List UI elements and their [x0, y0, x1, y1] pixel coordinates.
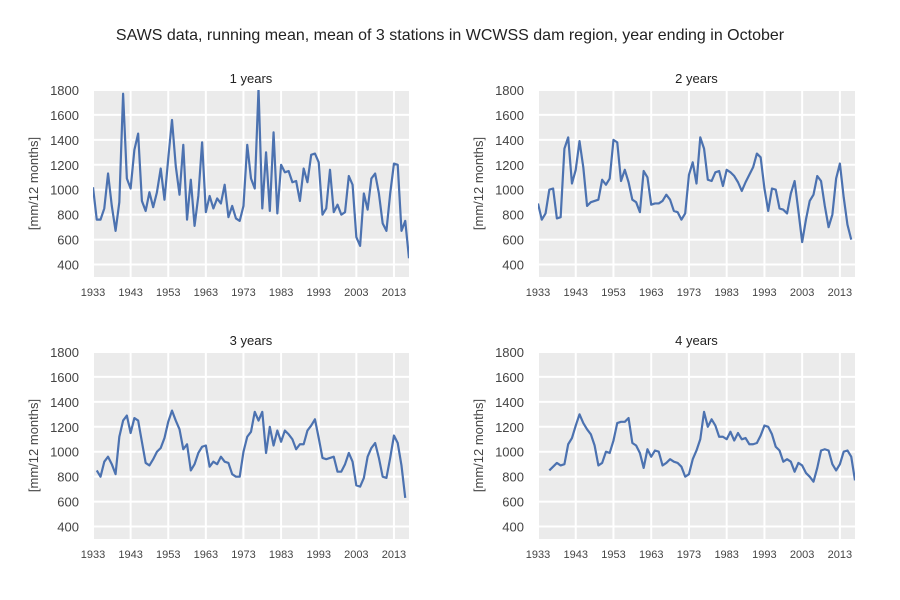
y-tick-label: 1000 — [495, 445, 524, 460]
series-line — [95, 409, 407, 498]
y-tick-label: 1400 — [50, 133, 79, 148]
x-tick-label: 1953 — [601, 287, 625, 299]
y-tick-label: 1400 — [495, 133, 524, 148]
subplot-2: 1933 1943 1953 1963 1973 1983 1993 2003 2013 400 6… — [471, 71, 855, 299]
x-tick-label: 1973 — [231, 287, 255, 299]
y-tick-label: 1400 — [50, 395, 79, 410]
x-tick-label: 2003 — [344, 549, 368, 561]
x-tick-label: 1983 — [269, 287, 293, 299]
y-tick-label: 1400 — [495, 395, 524, 410]
x-tick-label: 1963 — [194, 287, 218, 299]
y-tick-label: 1600 — [50, 108, 79, 123]
x-tick-label: 1933 — [526, 549, 550, 561]
x-tick-label: 1943 — [118, 549, 142, 561]
x-tick-label: 1953 — [156, 287, 180, 299]
x-tick-label: 2003 — [344, 287, 368, 299]
y-tick-label: 1000 — [50, 445, 79, 460]
y-tick-label: 600 — [57, 233, 79, 248]
y-tick-label: 1800 — [495, 345, 524, 360]
y-tick-label: 1000 — [495, 183, 524, 198]
x-tick-label: 2013 — [382, 549, 406, 561]
subplot-title: 3 years — [230, 333, 273, 348]
plot-area — [538, 352, 855, 539]
subplot-title: 1 years — [230, 71, 273, 86]
x-tick-label: 1963 — [194, 549, 218, 561]
y-tick-label: 400 — [57, 258, 79, 273]
x-tick-label: 1983 — [714, 287, 738, 299]
x-tick-label: 2003 — [790, 549, 814, 561]
y-tick-label: 1800 — [495, 83, 524, 98]
y-tick-label: 800 — [57, 208, 79, 223]
x-tick-label: 1973 — [677, 287, 701, 299]
y-axis-label: [mm/12 months] — [471, 399, 486, 492]
x-tick-label: 1973 — [677, 549, 701, 561]
x-tick-label: 1993 — [306, 287, 330, 299]
x-tick-label: 2013 — [828, 549, 852, 561]
series-line — [93, 90, 409, 259]
y-tick-label: 1000 — [50, 183, 79, 198]
y-tick-label: 600 — [57, 495, 79, 510]
subplot-title: 4 years — [675, 333, 718, 348]
plot-area — [93, 352, 409, 539]
x-tick-label: 1943 — [563, 287, 587, 299]
x-tick-label: 1933 — [81, 287, 105, 299]
y-tick-label: 600 — [502, 233, 524, 248]
y-tick-label: 600 — [502, 495, 524, 510]
series-line — [538, 136, 853, 244]
y-axis-label: [mm/12 months] — [26, 137, 41, 230]
x-tick-label: 1983 — [714, 549, 738, 561]
subplot-title: 2 years — [675, 71, 718, 86]
x-tick-label: 1933 — [526, 287, 550, 299]
y-tick-label: 800 — [57, 470, 79, 485]
x-tick-label: 1933 — [81, 549, 105, 561]
x-tick-label: 1973 — [231, 549, 255, 561]
x-tick-label: 1953 — [601, 549, 625, 561]
y-tick-label: 1600 — [495, 108, 524, 123]
x-tick-label: 1943 — [118, 287, 142, 299]
x-tick-label: 1983 — [269, 549, 293, 561]
x-tick-label: 1943 — [563, 549, 587, 561]
y-tick-label: 1200 — [495, 158, 524, 173]
y-axis-label: [mm/12 months] — [471, 137, 486, 230]
figure-title: SAWS data, running mean, mean of 3 stati… — [115, 27, 785, 44]
x-tick-label: 1953 — [156, 549, 180, 561]
y-axis-label: [mm/12 months] — [26, 399, 41, 492]
x-tick-label: 1963 — [639, 287, 663, 299]
y-tick-label: 1200 — [495, 420, 524, 435]
x-tick-label: 1963 — [639, 549, 663, 561]
x-tick-label: 2003 — [790, 287, 814, 299]
series-line — [548, 410, 855, 483]
y-tick-label: 1200 — [50, 158, 79, 173]
subplot-4: 1933 1943 1953 1963 1973 1983 1993 2003 2013 400 6… — [471, 333, 855, 561]
x-tick-label: 2013 — [828, 287, 852, 299]
y-tick-label: 800 — [502, 208, 524, 223]
y-tick-label: 1200 — [50, 420, 79, 435]
x-tick-label: 1993 — [752, 287, 776, 299]
y-tick-label: 800 — [502, 470, 524, 485]
y-tick-label: 400 — [57, 520, 79, 535]
y-tick-label: 1600 — [495, 370, 524, 385]
y-tick-label: 1800 — [50, 345, 79, 360]
y-tick-label: 400 — [502, 520, 524, 535]
x-tick-label: 1993 — [752, 549, 776, 561]
subplot-1: 1933 1943 1953 1963 1973 1983 1993 2003 2013 400 6… — [26, 71, 409, 299]
x-tick-label: 1993 — [306, 549, 330, 561]
x-tick-label: 2013 — [382, 287, 406, 299]
y-tick-label: 1600 — [50, 370, 79, 385]
y-tick-label: 400 — [502, 258, 524, 273]
subplot-3: 1933 1943 1953 1963 1973 1983 1993 2003 2013 400 6… — [26, 333, 409, 561]
y-tick-label: 1800 — [50, 83, 79, 98]
